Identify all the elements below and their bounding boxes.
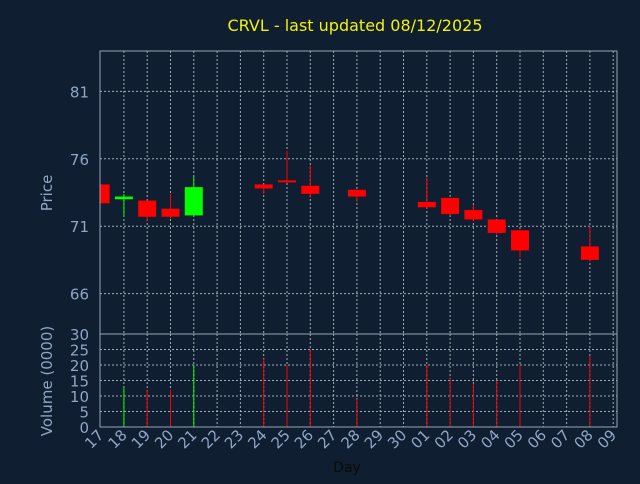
x-axis-label: Day [333, 460, 361, 476]
volume-tick-label: 0 [79, 419, 89, 437]
volume-tick-label: 10 [70, 388, 89, 406]
volume-bars [123, 349, 591, 427]
tick-labels: 6671768105101520253017181920212223242526… [70, 83, 620, 452]
candle-body [278, 180, 296, 183]
volume-axis-label: Volume (0000) [38, 326, 56, 436]
price-tick-label: 81 [70, 83, 89, 101]
candle-body [301, 185, 320, 194]
volume-tick-label: 15 [70, 373, 89, 391]
price-tick-label: 66 [70, 286, 89, 304]
candle-body [487, 219, 506, 233]
volume-tick-label: 20 [70, 357, 89, 375]
candle-body [464, 210, 483, 220]
volume-tick-label: 25 [70, 342, 89, 360]
price-tick-label: 76 [70, 151, 89, 169]
candle-body [161, 208, 180, 217]
candle-body [114, 196, 133, 200]
candle-body [254, 184, 273, 189]
candle-body [100, 184, 110, 204]
candle-body [580, 246, 599, 260]
candle-body [184, 187, 203, 216]
x-tick-label: 09 [594, 426, 620, 452]
candle-body [138, 200, 157, 217]
volume-tick-label: 5 [79, 404, 89, 422]
price-axis-label: Price [38, 175, 56, 212]
candle-body [511, 230, 529, 251]
candle-body [417, 201, 436, 208]
chart-title: CRVL - last updated 08/12/2025 [228, 16, 483, 35]
volume-tick-label: 30 [70, 326, 89, 344]
panel-frames [99, 50, 618, 428]
candle-body [347, 189, 366, 197]
volume-grid [100, 334, 617, 427]
candle-body [441, 197, 460, 215]
volume-panel-frame [99, 333, 618, 428]
candles [100, 150, 599, 262]
price-tick-label: 71 [70, 218, 89, 236]
